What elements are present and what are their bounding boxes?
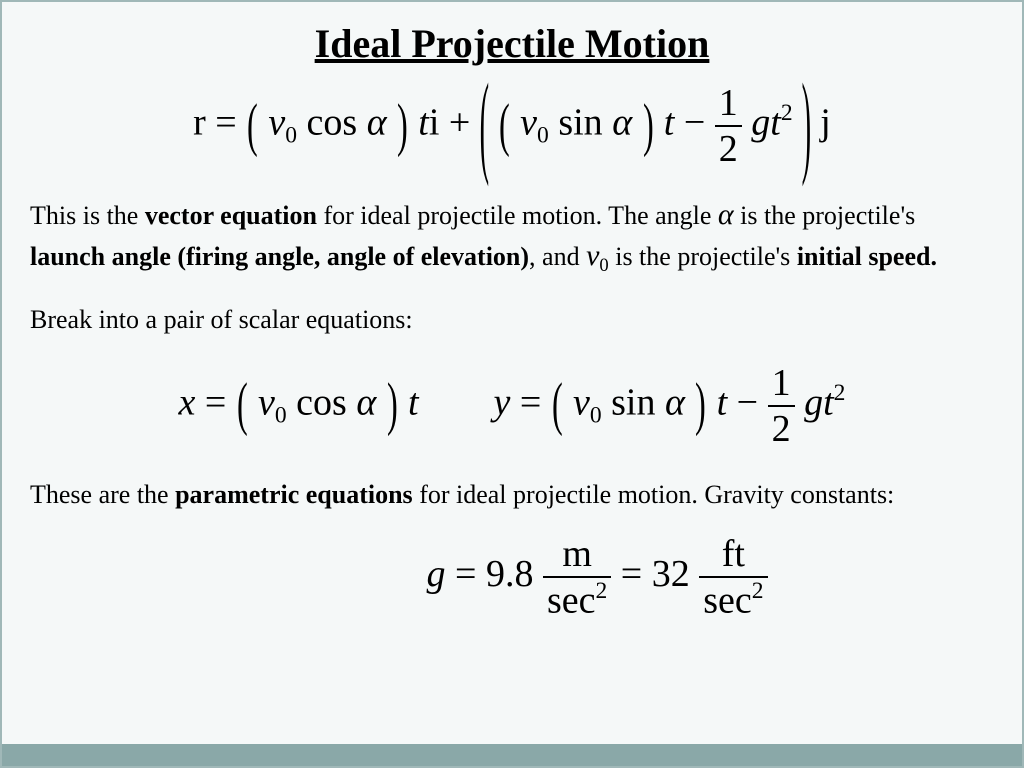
var-v0: v: [573, 381, 590, 423]
unit-ft-sec2: ft sec2: [699, 532, 767, 623]
paragraph-vector-eq: This is the vector equation for ideal pr…: [30, 195, 994, 278]
minus: −: [684, 102, 715, 144]
accent-bar: [2, 744, 1022, 766]
rparen-icon: ): [695, 371, 706, 439]
var-t: t: [408, 381, 419, 423]
exp-2: 2: [834, 380, 846, 406]
var-t: t: [418, 102, 429, 144]
var-v0: v: [520, 102, 537, 144]
text: is the projectile's: [609, 242, 797, 271]
sub-0: 0: [275, 402, 287, 428]
text: This is the: [30, 201, 145, 230]
term-vector-equation: vector equation: [145, 201, 317, 230]
inline-v0-sub: 0: [599, 254, 608, 275]
rparen-icon: ): [643, 92, 654, 160]
var-alpha: α: [665, 381, 685, 423]
var-x: x: [179, 381, 196, 423]
text: These are the: [30, 480, 175, 509]
slide-container: Ideal Projectile Motion r = ( v0 cos α )…: [0, 0, 1024, 768]
var-v0: v: [258, 381, 275, 423]
fraction-half: 1 2: [715, 81, 742, 171]
frac-den: 2: [768, 405, 795, 451]
fn-cos: cos: [307, 102, 358, 144]
unit-m: m: [543, 532, 611, 576]
value-32: 32: [652, 553, 690, 595]
var-t: t: [823, 381, 834, 423]
lparen-icon: (: [499, 92, 510, 160]
big-lparen-icon: (: [479, 60, 488, 192]
unit-j: j: [820, 102, 831, 144]
var-alpha: α: [367, 102, 387, 144]
slide-title: Ideal Projectile Motion: [30, 20, 994, 67]
plus: +: [449, 102, 480, 144]
sub-0: 0: [537, 122, 549, 148]
term-initial-speed: initial speed.: [797, 242, 937, 271]
unit-sec: sec: [703, 579, 752, 621]
paragraph-parametric: These are the parametric equations for i…: [30, 477, 994, 512]
fn-sin: sin: [558, 102, 602, 144]
unit-sec: sec: [547, 579, 596, 621]
text: is the projectile's: [734, 201, 916, 230]
value-9-8: 9.8: [486, 553, 534, 595]
text: for ideal projectile motion. Gravity con…: [413, 480, 895, 509]
sub-0: 0: [590, 402, 602, 428]
exp-2: 2: [595, 578, 607, 604]
var-alpha: α: [356, 381, 376, 423]
exp-2: 2: [752, 578, 764, 604]
big-rparen-icon: ): [802, 60, 811, 192]
term-launch-angle: launch angle (firing angle, angle of ele…: [30, 242, 529, 271]
var-g: g: [427, 553, 446, 595]
frac-num: 1: [768, 361, 795, 405]
unit-m-sec2: m sec2: [543, 532, 611, 623]
sub-0: 0: [285, 122, 297, 148]
lparen-icon: (: [237, 371, 248, 439]
fn-cos: cos: [296, 381, 347, 423]
frac-num: 1: [715, 81, 742, 125]
frac-den: 2: [715, 125, 742, 171]
unit-ft: ft: [699, 532, 767, 576]
var-y: y: [494, 381, 511, 423]
scalar-equations: x = ( v0 cos α ) t y = ( v0 sin α ) t − …: [30, 361, 994, 451]
var-t: t: [770, 102, 781, 144]
equals: =: [215, 102, 246, 144]
term-parametric-equations: parametric equations: [175, 480, 413, 509]
paragraph-break-into: Break into a pair of scalar equations:: [30, 302, 994, 337]
exp-2: 2: [781, 100, 793, 126]
lparen-icon: (: [552, 371, 563, 439]
var-r: r: [193, 102, 206, 144]
inline-alpha: α: [718, 198, 734, 231]
var-alpha: α: [612, 102, 632, 144]
inline-v0: v: [586, 239, 599, 272]
var-t: t: [717, 381, 728, 423]
var-t: t: [664, 102, 675, 144]
var-v0: v: [268, 102, 285, 144]
fraction-half: 1 2: [768, 361, 795, 451]
vector-equation: r = ( v0 cos α ) ti + ( ( v0 sin α ) t −…: [30, 81, 994, 171]
rparen-icon: ): [387, 371, 398, 439]
var-g: g: [751, 102, 770, 144]
fn-sin: sin: [611, 381, 655, 423]
unit-i: i: [429, 102, 440, 144]
gravity-equation: g = 9.8 m sec2 = 32 ft sec2: [200, 532, 994, 623]
text: for ideal projectile motion. The angle: [317, 201, 718, 230]
var-g: g: [804, 381, 823, 423]
lparen-icon: (: [247, 92, 258, 160]
rparen-icon: ): [397, 92, 408, 160]
text: , and: [529, 242, 586, 271]
